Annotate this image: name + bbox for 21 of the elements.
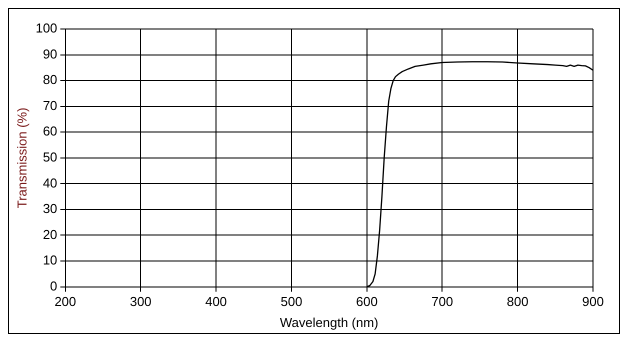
x-tick-label: 900 bbox=[582, 294, 604, 310]
y-tick-label: 50 bbox=[42, 149, 58, 164]
y-tick-label: 0 bbox=[50, 278, 58, 294]
x-tick-label: 400 bbox=[205, 294, 227, 310]
y-tick-label: 40 bbox=[42, 175, 58, 190]
y-tick-label: 100 bbox=[36, 20, 58, 36]
x-tick-label: 500 bbox=[280, 294, 302, 310]
x-tick-label: 200 bbox=[54, 294, 76, 310]
y-tick-label: 20 bbox=[42, 226, 58, 242]
x-tick-label: 800 bbox=[506, 294, 528, 310]
y-tick-label: 30 bbox=[42, 201, 58, 216]
y-tick-label: 90 bbox=[42, 46, 58, 62]
y-tick-label: 80 bbox=[42, 72, 58, 88]
y-tick-label: 70 bbox=[42, 98, 58, 113]
y-tick-label: 10 bbox=[42, 252, 58, 268]
y-axis-title: Transmission (%) bbox=[14, 108, 30, 208]
x-tick-label: 700 bbox=[431, 294, 454, 310]
x-tick-label: 600 bbox=[356, 294, 378, 310]
x-tick-label: 300 bbox=[130, 294, 152, 310]
x-axis-title: Wavelength (nm) bbox=[280, 314, 378, 330]
y-tick-label: 60 bbox=[42, 124, 58, 139]
